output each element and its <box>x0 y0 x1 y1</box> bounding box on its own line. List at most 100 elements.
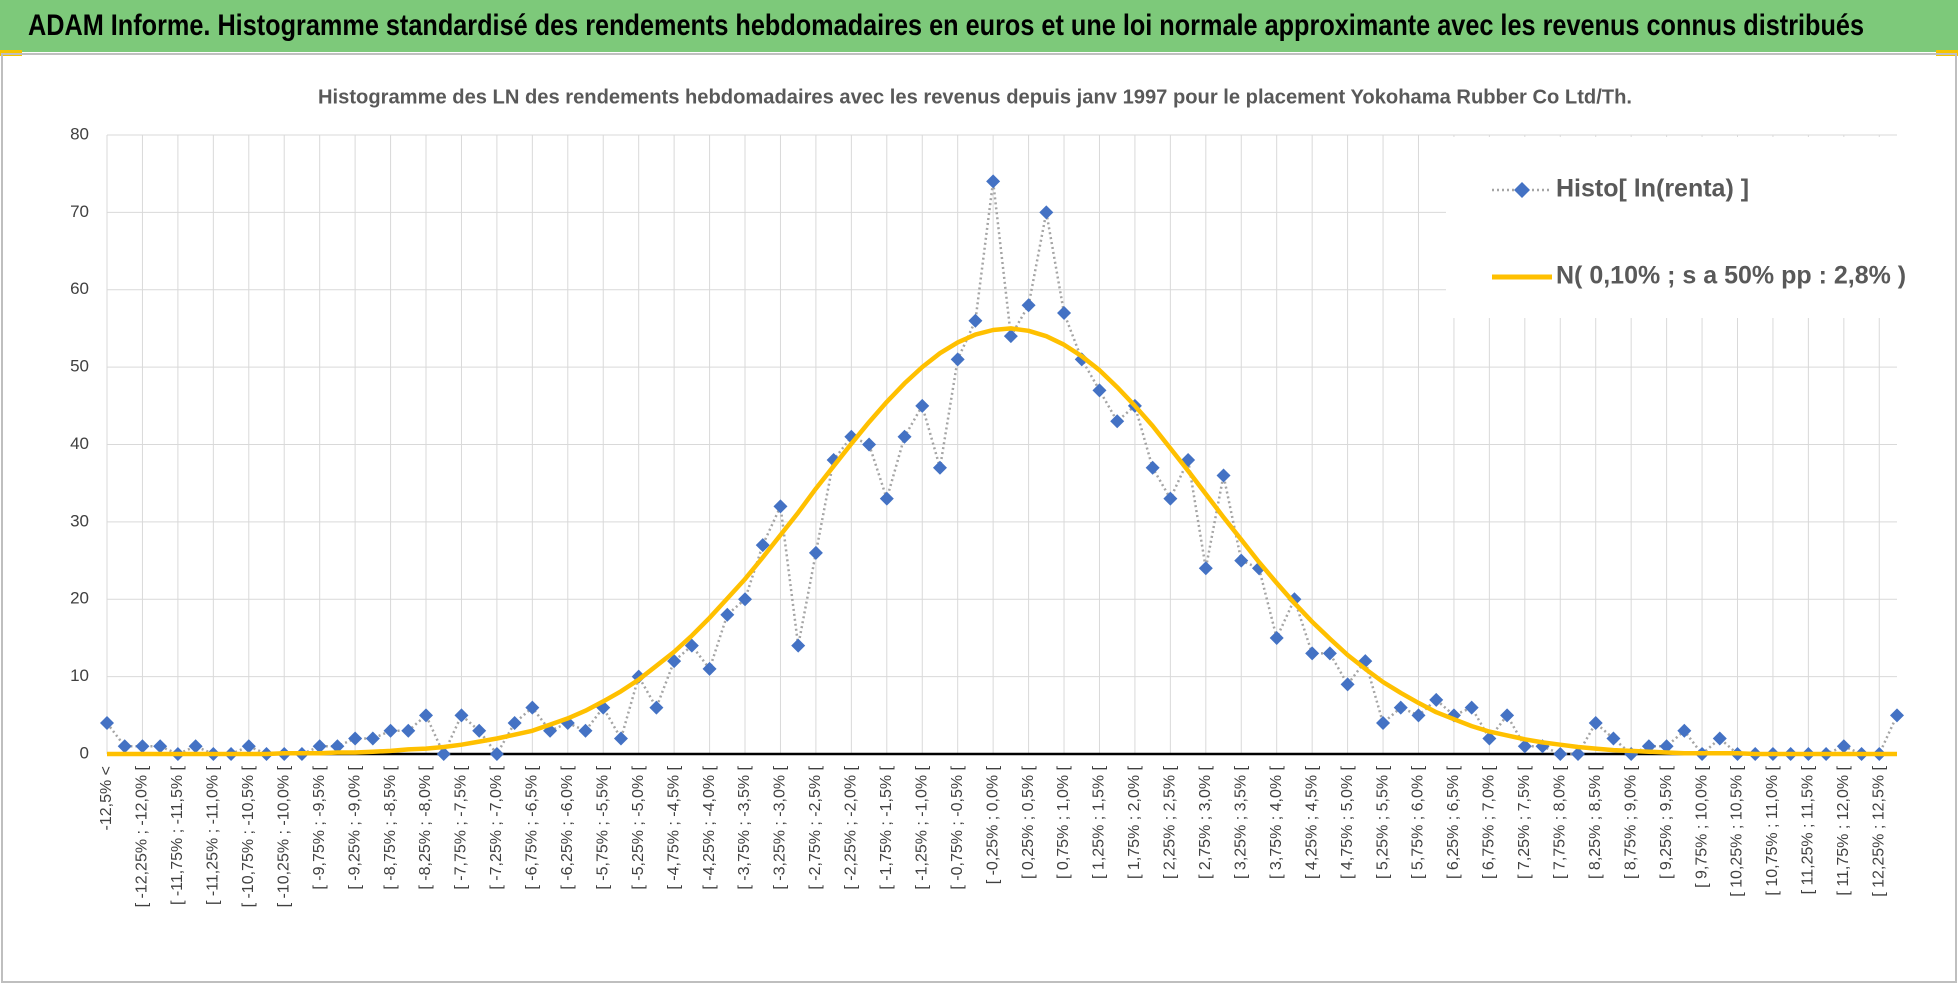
data-point <box>613 731 628 746</box>
data-point <box>436 747 451 761</box>
x-tick-label: [ -3,25% ; -3,0% [ <box>772 765 789 889</box>
x-tick-label: [ -6,75% ; -6,5% [ <box>524 765 541 889</box>
data-point <box>1712 731 1727 746</box>
x-tick-label: [ -12,25% ; -12,0% [ <box>134 765 151 907</box>
data-point <box>1393 700 1408 715</box>
data-point <box>312 739 327 754</box>
data-point <box>968 313 983 328</box>
data-point <box>667 654 682 669</box>
data-point <box>100 716 114 731</box>
data-point <box>915 398 930 413</box>
data-point <box>879 491 894 506</box>
x-tick-label: [ 6,75% ; 7,0% [ <box>1481 765 1498 879</box>
data-point <box>791 638 806 653</box>
x-tick-label: [ -9,25% ; -9,0% [ <box>346 765 363 889</box>
x-tick-label: [ 8,25% ; 8,5% [ <box>1587 765 1604 879</box>
x-tick-label: [ -10,25% ; -10,0% [ <box>275 765 292 907</box>
data-point <box>1287 592 1302 607</box>
data-point <box>1234 553 1249 568</box>
data-point <box>932 460 947 475</box>
data-point <box>773 499 788 514</box>
series-line <box>106 181 1899 757</box>
data-point <box>1145 460 1160 475</box>
x-tick-label: [ -4,75% ; -4,5% [ <box>665 765 682 889</box>
x-tick-label: [ 2,75% ; 3,0% [ <box>1197 765 1214 879</box>
x-tick-label: [ -3,75% ; -3,5% [ <box>736 765 753 889</box>
page-title: ADAM Informe. Histogramme standardisé de… <box>28 9 1864 42</box>
data-point <box>720 607 735 622</box>
data-point <box>1198 561 1213 576</box>
data-point <box>950 352 965 367</box>
data-point <box>1677 723 1692 738</box>
x-tick-label: [ -1,25% ; -1,0% [ <box>913 765 930 889</box>
data-point <box>578 723 593 738</box>
x-tick-label: [ 10,75% ; 11,0% [ <box>1764 765 1781 895</box>
data-point <box>897 429 912 444</box>
data-point <box>684 638 699 653</box>
x-tick-label: [ 4,25% ; 4,5% [ <box>1303 765 1320 879</box>
x-tick-label: [ 4,75% ; 5,0% [ <box>1339 765 1356 879</box>
data-point <box>348 731 363 746</box>
y-tick-label: 80 <box>70 124 89 143</box>
x-tick-label: [ -0,75% ; -0,5% [ <box>949 765 966 889</box>
data-point <box>1039 205 1054 220</box>
data-point <box>649 700 664 715</box>
x-tick-label: [ -11,75% ; -11,5% [ <box>169 765 186 905</box>
x-tick-label: [ 11,25% ; 11,5% [ <box>1800 765 1817 894</box>
x-tick-label: [ -8,75% ; -8,5% [ <box>382 765 399 889</box>
data-point <box>1429 692 1444 707</box>
y-tick-label: 60 <box>70 279 89 298</box>
y-tick-label: 30 <box>70 511 89 530</box>
data-point <box>1482 731 1497 746</box>
data-point <box>330 739 345 754</box>
x-tick-label: [ -9,75% ; -9,5% [ <box>311 765 328 889</box>
x-tick-label: [ -7,25% ; -7,0% [ <box>488 765 505 889</box>
x-tick-label: [ 12,25% ; 12,5% [ <box>1870 765 1887 896</box>
data-point <box>507 716 522 731</box>
legend-label: N( 0,10% ; s a 50% pp : 2,8% ) <box>1556 262 1906 290</box>
x-tick-label: [ 1,75% ; 2,0% [ <box>1126 765 1143 879</box>
x-tick-label: [ -11,25% ; -11,0% [ <box>205 765 222 905</box>
data-point <box>1464 700 1479 715</box>
x-tick-label: [ 11,75% ; 12,0% [ <box>1835 765 1852 895</box>
x-tick-label: [ 7,75% ; 8,0% [ <box>1551 765 1568 879</box>
y-tick-label: 20 <box>70 589 89 608</box>
data-point <box>1553 747 1568 761</box>
data-point <box>1057 305 1072 320</box>
legend-marker <box>1514 182 1530 198</box>
chart-title: Histogramme des LN des rendements hebdom… <box>318 86 1632 108</box>
y-tick-label: 70 <box>70 202 89 221</box>
x-tick-label: [ 8,75% ; 9,0% [ <box>1622 765 1639 879</box>
data-point <box>1021 298 1036 313</box>
data-point <box>808 545 823 560</box>
data-point <box>241 739 256 754</box>
data-point <box>738 592 753 607</box>
x-tick-label: [ -2,75% ; -2,5% [ <box>807 765 824 889</box>
data-point <box>1836 739 1851 754</box>
x-tick-label: -12,5% < <box>98 766 115 830</box>
x-tick-label: [ 10,25% ; 10,5% [ <box>1729 765 1746 896</box>
x-tick-label: [ -1,75% ; -1,5% [ <box>878 765 895 889</box>
y-tick-label: 40 <box>70 434 89 453</box>
data-point <box>1340 677 1355 692</box>
data-point <box>419 708 434 723</box>
x-tick-label: [ 3,25% ; 3,5% [ <box>1232 765 1249 879</box>
data-point <box>1500 708 1515 723</box>
data-point <box>1092 383 1107 398</box>
data-point <box>1216 468 1231 483</box>
data-point <box>1659 739 1674 754</box>
y-tick-label: 50 <box>70 357 89 376</box>
x-tick-label: [ -0,25% ; 0,0% [ <box>984 765 1001 884</box>
data-point <box>472 723 487 738</box>
data-point <box>489 747 504 761</box>
data-point <box>1517 739 1532 754</box>
x-tick-label: [ 1,25% ; 1,5% [ <box>1091 765 1108 879</box>
x-tick-label: [ 5,25% ; 5,5% [ <box>1374 765 1391 879</box>
data-point <box>117 739 132 754</box>
data-point <box>135 739 150 754</box>
x-tick-label: [ -6,25% ; -6,0% [ <box>559 765 576 889</box>
data-point <box>755 538 770 553</box>
x-tick-label: [ 5,75% ; 6,0% [ <box>1410 765 1427 879</box>
x-tick-label: [ 2,25% ; 2,5% [ <box>1162 765 1179 879</box>
